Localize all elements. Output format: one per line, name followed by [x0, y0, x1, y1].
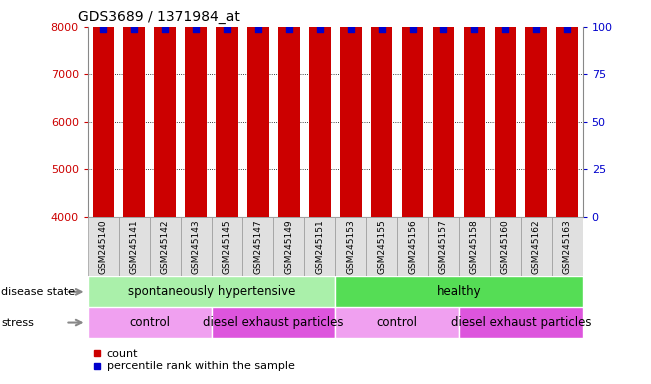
Bar [490, 217, 521, 276]
Bar [212, 217, 242, 276]
Text: spontaneously hypertensive: spontaneously hypertensive [128, 285, 296, 298]
Text: GSM245155: GSM245155 [377, 219, 386, 274]
Bar [335, 217, 366, 276]
Bar [464, 0, 485, 217]
Bar [340, 0, 361, 217]
Point [98, 26, 109, 32]
Text: GSM245141: GSM245141 [130, 219, 139, 274]
Text: GSM245140: GSM245140 [99, 219, 108, 274]
Text: disease state: disease state [1, 287, 76, 297]
Bar [212, 307, 335, 338]
Text: GSM245143: GSM245143 [191, 219, 201, 274]
Point [284, 26, 294, 32]
Text: diesel exhaust particles: diesel exhaust particles [450, 316, 591, 329]
Text: diesel exhaust particles: diesel exhaust particles [203, 316, 344, 329]
Bar [247, 0, 269, 217]
Text: GSM245151: GSM245151 [315, 219, 324, 274]
Text: GSM245147: GSM245147 [253, 219, 262, 274]
Point [438, 26, 449, 32]
Bar [366, 217, 397, 276]
Bar [154, 0, 176, 217]
Bar [495, 0, 516, 217]
Bar [118, 217, 150, 276]
Bar [124, 0, 145, 217]
Text: GSM245156: GSM245156 [408, 219, 417, 274]
Legend: count, percentile rank within the sample: count, percentile rank within the sample [94, 349, 295, 371]
Bar [242, 217, 273, 276]
Point [160, 26, 171, 32]
Bar [88, 217, 118, 276]
Bar [557, 0, 578, 217]
Text: control: control [377, 316, 417, 329]
Text: healthy: healthy [437, 285, 481, 298]
Bar [459, 217, 490, 276]
Point [408, 26, 418, 32]
Bar [397, 217, 428, 276]
Bar [402, 0, 423, 217]
Bar [459, 307, 583, 338]
Bar [551, 217, 583, 276]
Bar [88, 276, 335, 307]
Bar [273, 217, 304, 276]
Bar [278, 0, 299, 217]
Bar [181, 217, 212, 276]
Text: GSM245142: GSM245142 [161, 220, 170, 274]
Bar [525, 0, 547, 217]
Bar [150, 217, 180, 276]
Bar [335, 307, 459, 338]
Bar [216, 0, 238, 217]
Bar [428, 217, 459, 276]
Point [253, 26, 263, 32]
Point [314, 26, 325, 32]
Bar [335, 276, 583, 307]
Bar [88, 307, 212, 338]
Point [376, 26, 387, 32]
Bar [92, 0, 114, 217]
Bar [433, 0, 454, 217]
Point [531, 26, 542, 32]
Bar [186, 0, 207, 217]
Bar [521, 217, 551, 276]
Text: GSM245157: GSM245157 [439, 219, 448, 274]
Text: GSM245163: GSM245163 [562, 219, 572, 274]
Text: GSM245160: GSM245160 [501, 219, 510, 274]
Point [191, 26, 201, 32]
Point [469, 26, 480, 32]
Point [500, 26, 510, 32]
Point [562, 26, 572, 32]
Bar [309, 0, 331, 217]
Text: stress: stress [1, 318, 34, 328]
Text: GDS3689 / 1371984_at: GDS3689 / 1371984_at [78, 10, 240, 25]
Point [346, 26, 356, 32]
Text: GSM245145: GSM245145 [223, 219, 232, 274]
Bar [304, 217, 335, 276]
Bar [371, 0, 393, 217]
Point [129, 26, 139, 32]
Text: GSM245162: GSM245162 [532, 219, 541, 274]
Point [222, 26, 232, 32]
Text: GSM245153: GSM245153 [346, 219, 355, 274]
Text: GSM245149: GSM245149 [284, 219, 294, 274]
Text: control: control [130, 316, 170, 329]
Text: GSM245158: GSM245158 [470, 219, 479, 274]
